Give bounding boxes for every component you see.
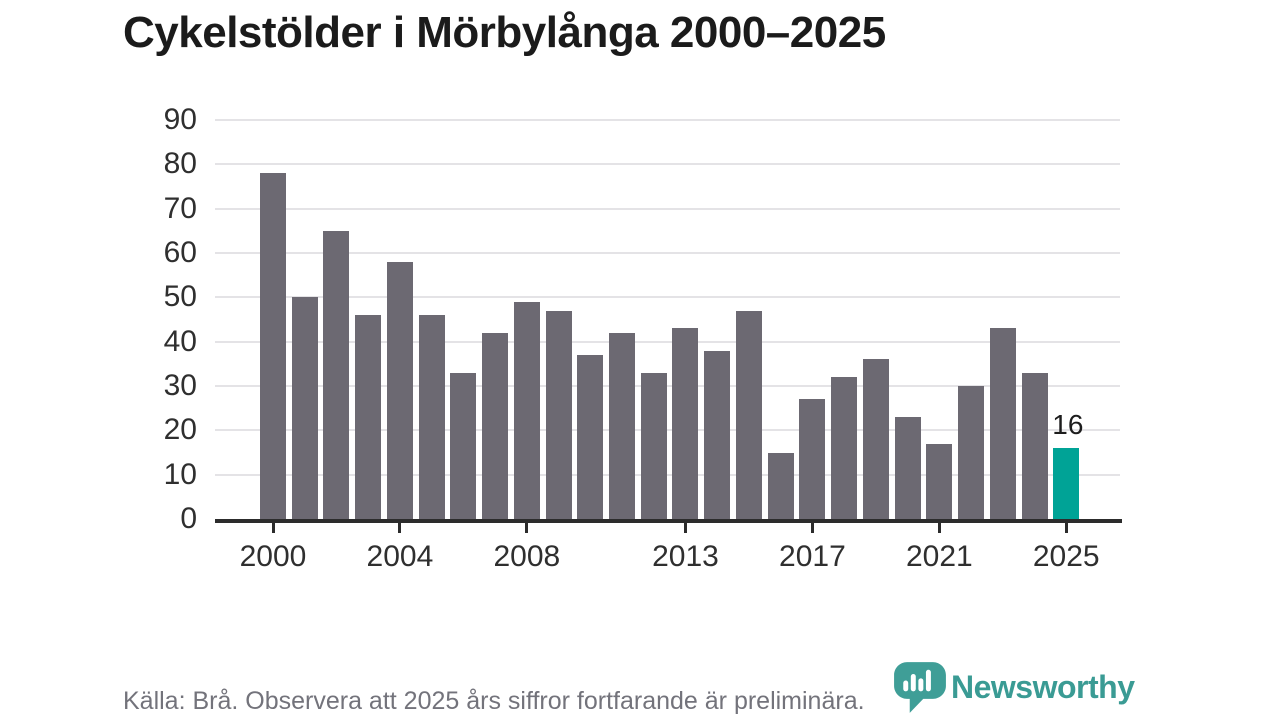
x-axis-label-2008: 2008: [493, 540, 561, 573]
x-axis-tick-2017: [810, 523, 814, 533]
gridline-20: [215, 429, 1120, 432]
gridline-10: [215, 473, 1120, 476]
bar-2009: [545, 310, 572, 519]
gridline-50: [215, 296, 1120, 299]
bar-2015: [735, 310, 762, 519]
y-axis-label-40: 40: [163, 324, 197, 358]
bar-2024: [1021, 372, 1048, 519]
x-axis-tick-2013: [683, 523, 687, 533]
x-axis-tick-2008: [525, 523, 529, 533]
y-axis-label-50: 50: [163, 280, 197, 314]
gridline-30: [215, 385, 1120, 387]
bar-2005: [418, 315, 445, 519]
y-axis-label-30: 30: [163, 369, 197, 402]
bar-2012: [640, 372, 667, 519]
bar-2002: [323, 230, 350, 519]
source-note: Källa: Brå. Observera att 2025 års siffr…: [123, 687, 865, 715]
y-axis-label-90: 90: [163, 103, 197, 136]
x-axis-tick-2000: [271, 523, 275, 533]
bar-2001: [291, 297, 318, 519]
x-axis-label-2021: 2021: [905, 540, 973, 573]
y-axis-label-60: 60: [163, 236, 197, 269]
bar-2008: [513, 301, 540, 519]
y-axis-label-80: 80: [163, 147, 197, 181]
x-axis-label-2004: 2004: [366, 540, 434, 573]
bar-chart-plot-area: 16: [215, 119, 1120, 519]
y-axis-label-20: 20: [163, 413, 197, 447]
bar-2021: [926, 443, 953, 519]
bar-2013: [672, 328, 699, 519]
bar-2011: [609, 332, 636, 519]
bar-2007: [482, 332, 509, 519]
newsworthy-logo: Newsworthy: [894, 660, 1135, 714]
x-axis-label-2017: 2017: [779, 540, 846, 573]
gridline-80: [215, 163, 1120, 166]
bar-2000: [260, 173, 286, 519]
bar-2019: [862, 359, 889, 519]
gridline-60: [215, 252, 1120, 254]
y-axis-label-70: 70: [163, 191, 197, 225]
bar-2025-highlight: [1053, 448, 1080, 519]
x-axis-tick-2025: [1064, 523, 1068, 533]
x-axis-line: [215, 519, 1122, 523]
bar-2018: [831, 377, 858, 519]
gridline-70: [215, 207, 1120, 210]
x-axis-label-2013: 2013: [652, 540, 719, 573]
chart-title: Cykelstölder i Mörbylånga 2000–2025: [123, 8, 886, 57]
x-axis-label-2025: 2025: [1032, 540, 1100, 573]
gridline-90: [215, 119, 1120, 121]
bar-2017: [799, 399, 826, 519]
bar-2006: [450, 372, 477, 519]
newsworthy-pin-barchart-icon: [894, 662, 946, 713]
bar-2014: [704, 350, 731, 519]
y-axis-label-0: 0: [180, 502, 197, 535]
bar-2016: [767, 452, 794, 519]
gridline-40: [215, 340, 1120, 343]
highlight-value-label: 16: [1052, 409, 1084, 441]
x-axis-tick-2004: [398, 523, 402, 533]
bar-2003: [355, 315, 382, 519]
x-axis-label-2000: 2000: [239, 540, 307, 573]
bar-2020: [894, 417, 921, 519]
bar-2004: [386, 261, 413, 519]
bar-2022: [958, 386, 985, 519]
y-axis-label-10: 10: [163, 457, 197, 491]
x-axis-tick-2021: [937, 523, 941, 533]
newsworthy-logo-text: Newsworthy: [951, 668, 1135, 705]
bar-2023: [989, 328, 1016, 519]
bar-2010: [577, 354, 604, 519]
